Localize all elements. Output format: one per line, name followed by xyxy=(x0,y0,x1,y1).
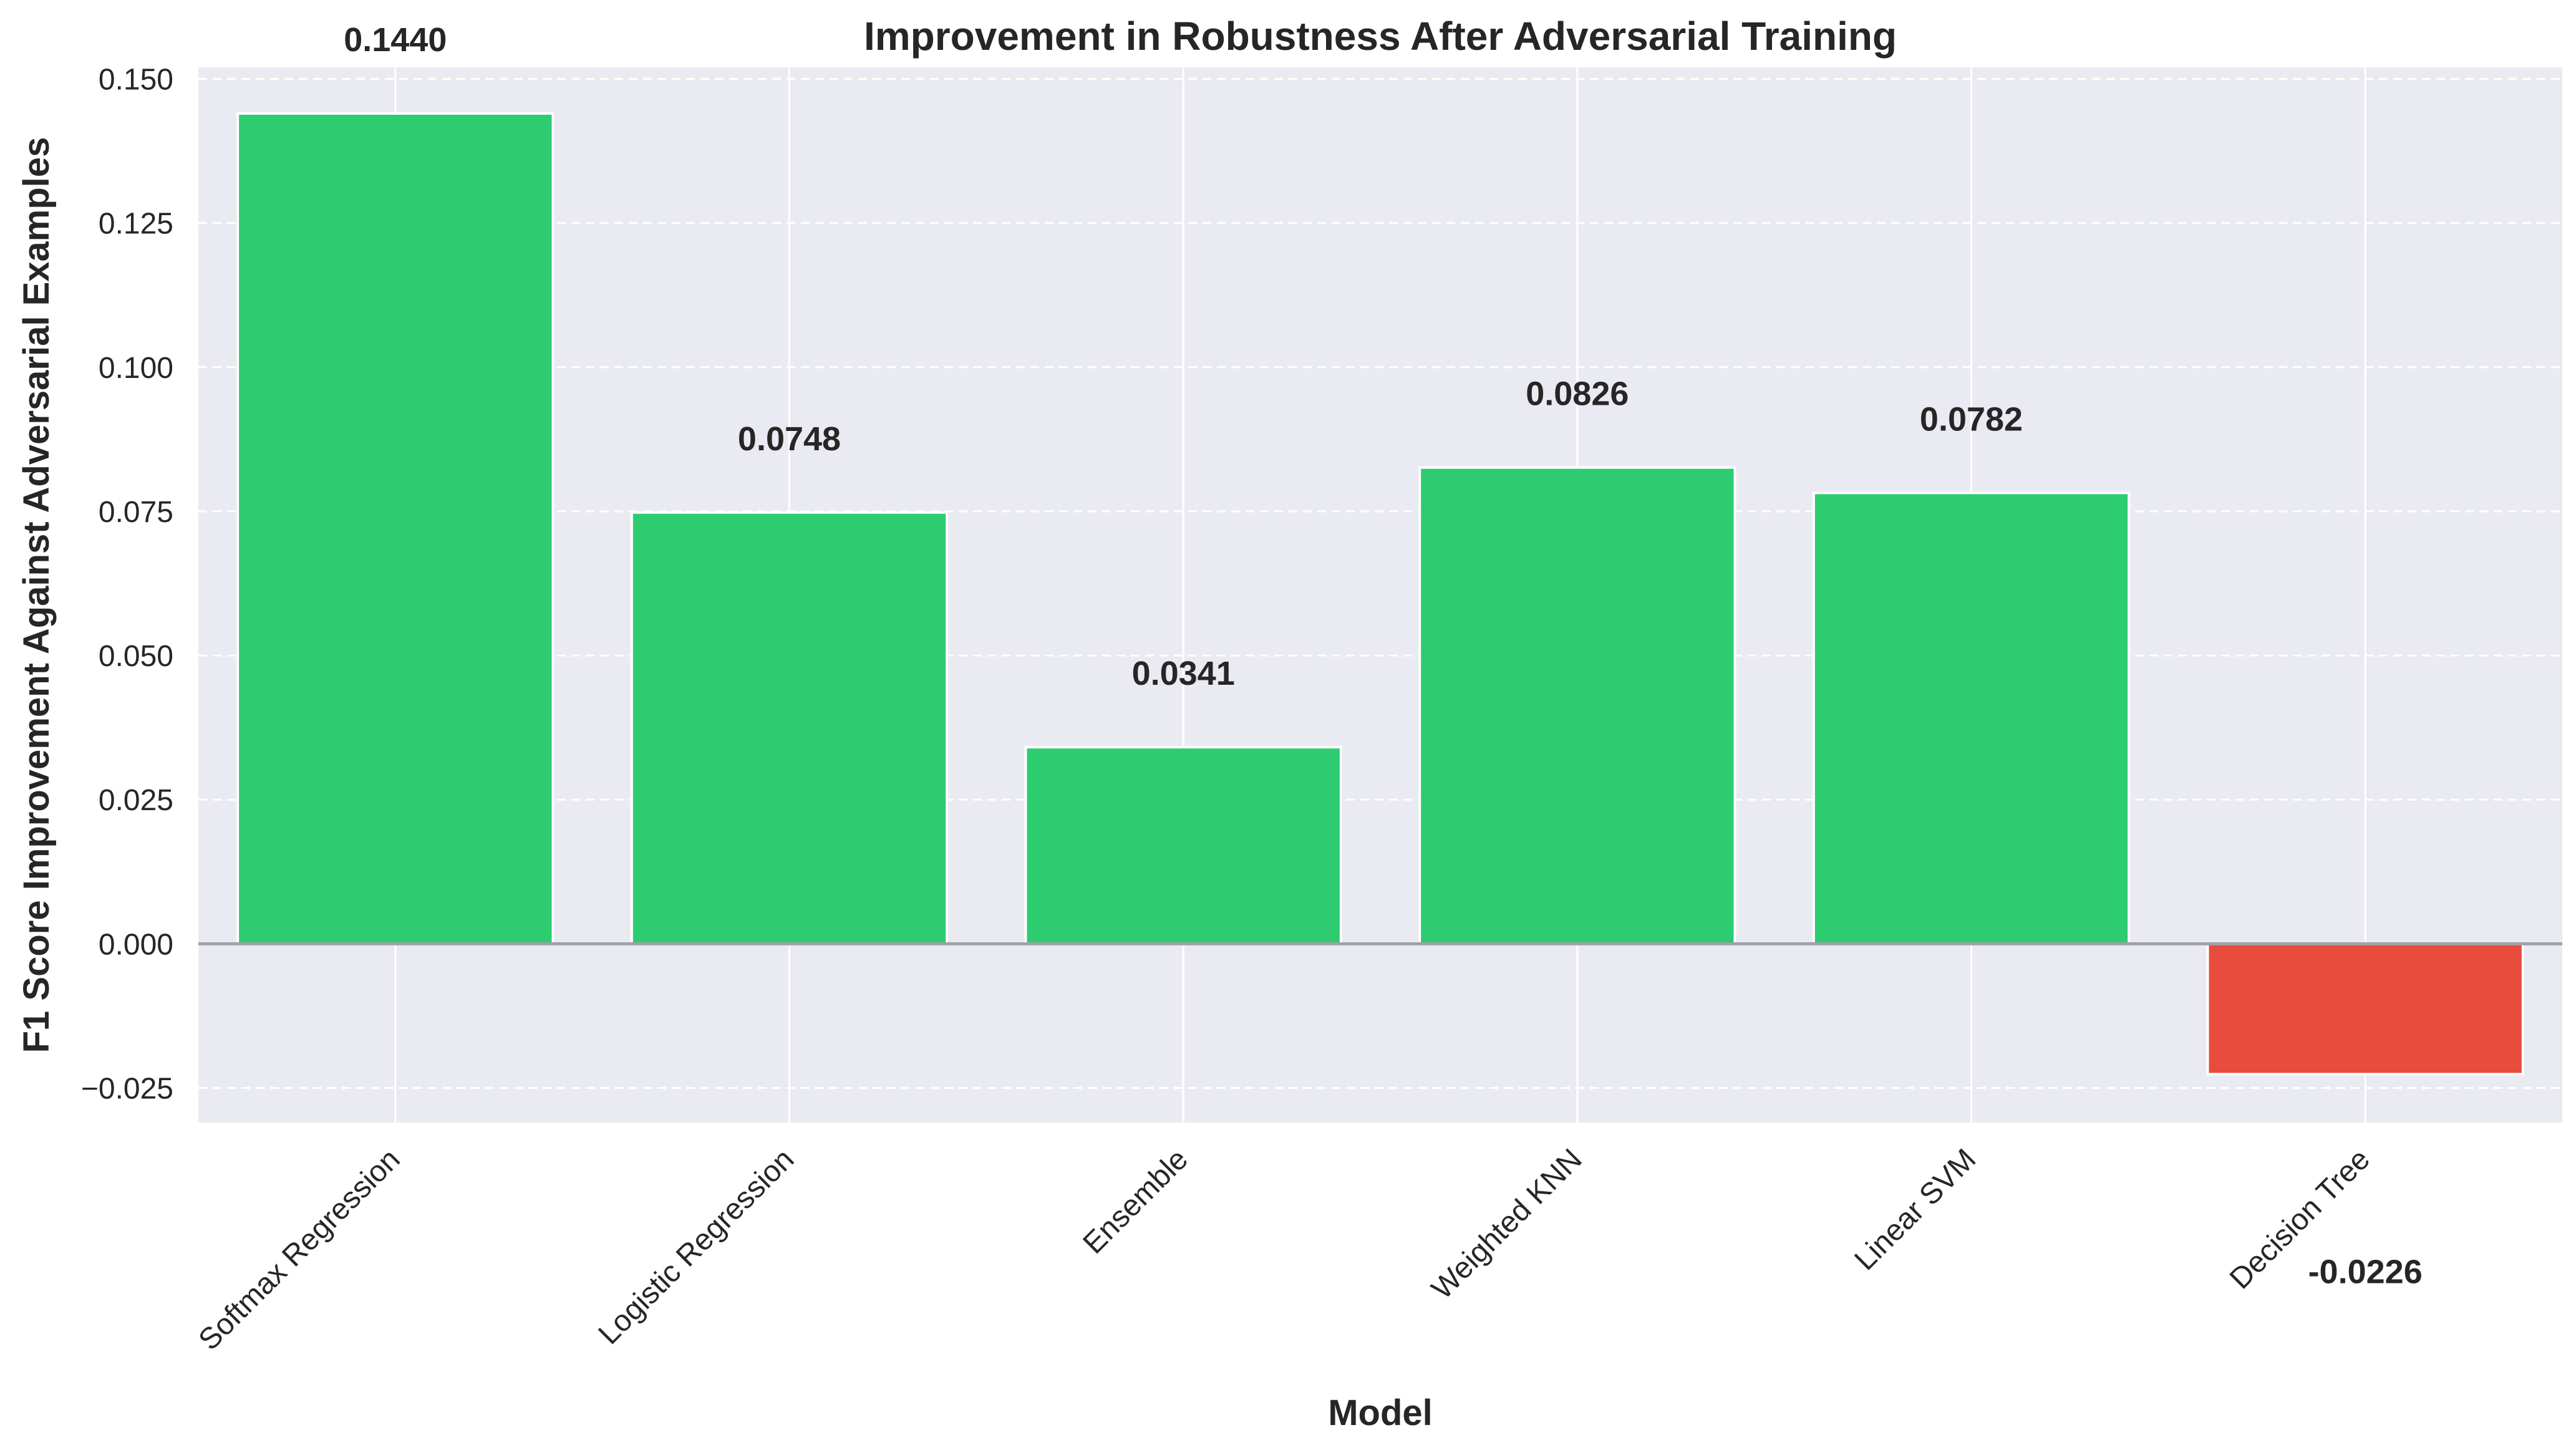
x-tick-label: Ensemble xyxy=(1077,1143,1194,1260)
chart-title: Improvement in Robustness After Adversar… xyxy=(864,14,1897,59)
x-axis-ticks: Softmax Regression Logistic Regression Ens… xyxy=(193,1143,2376,1356)
value-labels: 0.1440 0.0748 0.0341 0.0826 0.0782 -0.0226 xyxy=(344,21,2422,1290)
bars xyxy=(236,112,2524,1076)
value-label: 0.1440 xyxy=(344,21,447,59)
bar-linear-svm xyxy=(1812,491,2131,945)
plot-area xyxy=(198,67,2562,1123)
bar-decision-tree xyxy=(2206,942,2524,1076)
y-tick-label: −0.025 xyxy=(81,1073,173,1106)
x-tick-label: Softmax Regression xyxy=(193,1143,407,1356)
x-tick-label: Linear SVM xyxy=(1848,1143,1982,1277)
x-axis-title: Model xyxy=(1328,1393,1433,1433)
y-tick-label: 0.000 xyxy=(99,928,173,961)
y-tick-label: 0.125 xyxy=(99,208,173,241)
x-tick-label: Logistic Regression xyxy=(593,1143,801,1351)
bar-ensemble xyxy=(1024,746,1342,945)
y-tick-label: 0.075 xyxy=(99,496,173,529)
value-label: 0.0341 xyxy=(1132,655,1235,692)
value-label: 0.0826 xyxy=(1526,375,1629,413)
y-tick-label: 0.100 xyxy=(99,352,173,385)
y-tick-label: 0.025 xyxy=(99,784,173,817)
bar-logistic-regression xyxy=(630,511,949,945)
value-label: -0.0226 xyxy=(2308,1253,2423,1290)
y-axis-ticks: −0.025 0.000 0.025 0.050 0.075 0.100 0.125 0.15… xyxy=(81,63,173,1105)
value-label: 0.0748 xyxy=(738,420,841,458)
bar-softmax-regression xyxy=(236,112,554,945)
bar-weighted-knn xyxy=(1418,466,1736,945)
x-tick-label: Weighted KNN xyxy=(1425,1143,1588,1305)
y-tick-label: 0.050 xyxy=(99,640,173,673)
value-label: 0.0782 xyxy=(1920,400,2023,438)
y-tick-label: 0.150 xyxy=(99,63,173,96)
y-axis-title: F1 Score Improvement Against Adversarial… xyxy=(16,137,57,1053)
